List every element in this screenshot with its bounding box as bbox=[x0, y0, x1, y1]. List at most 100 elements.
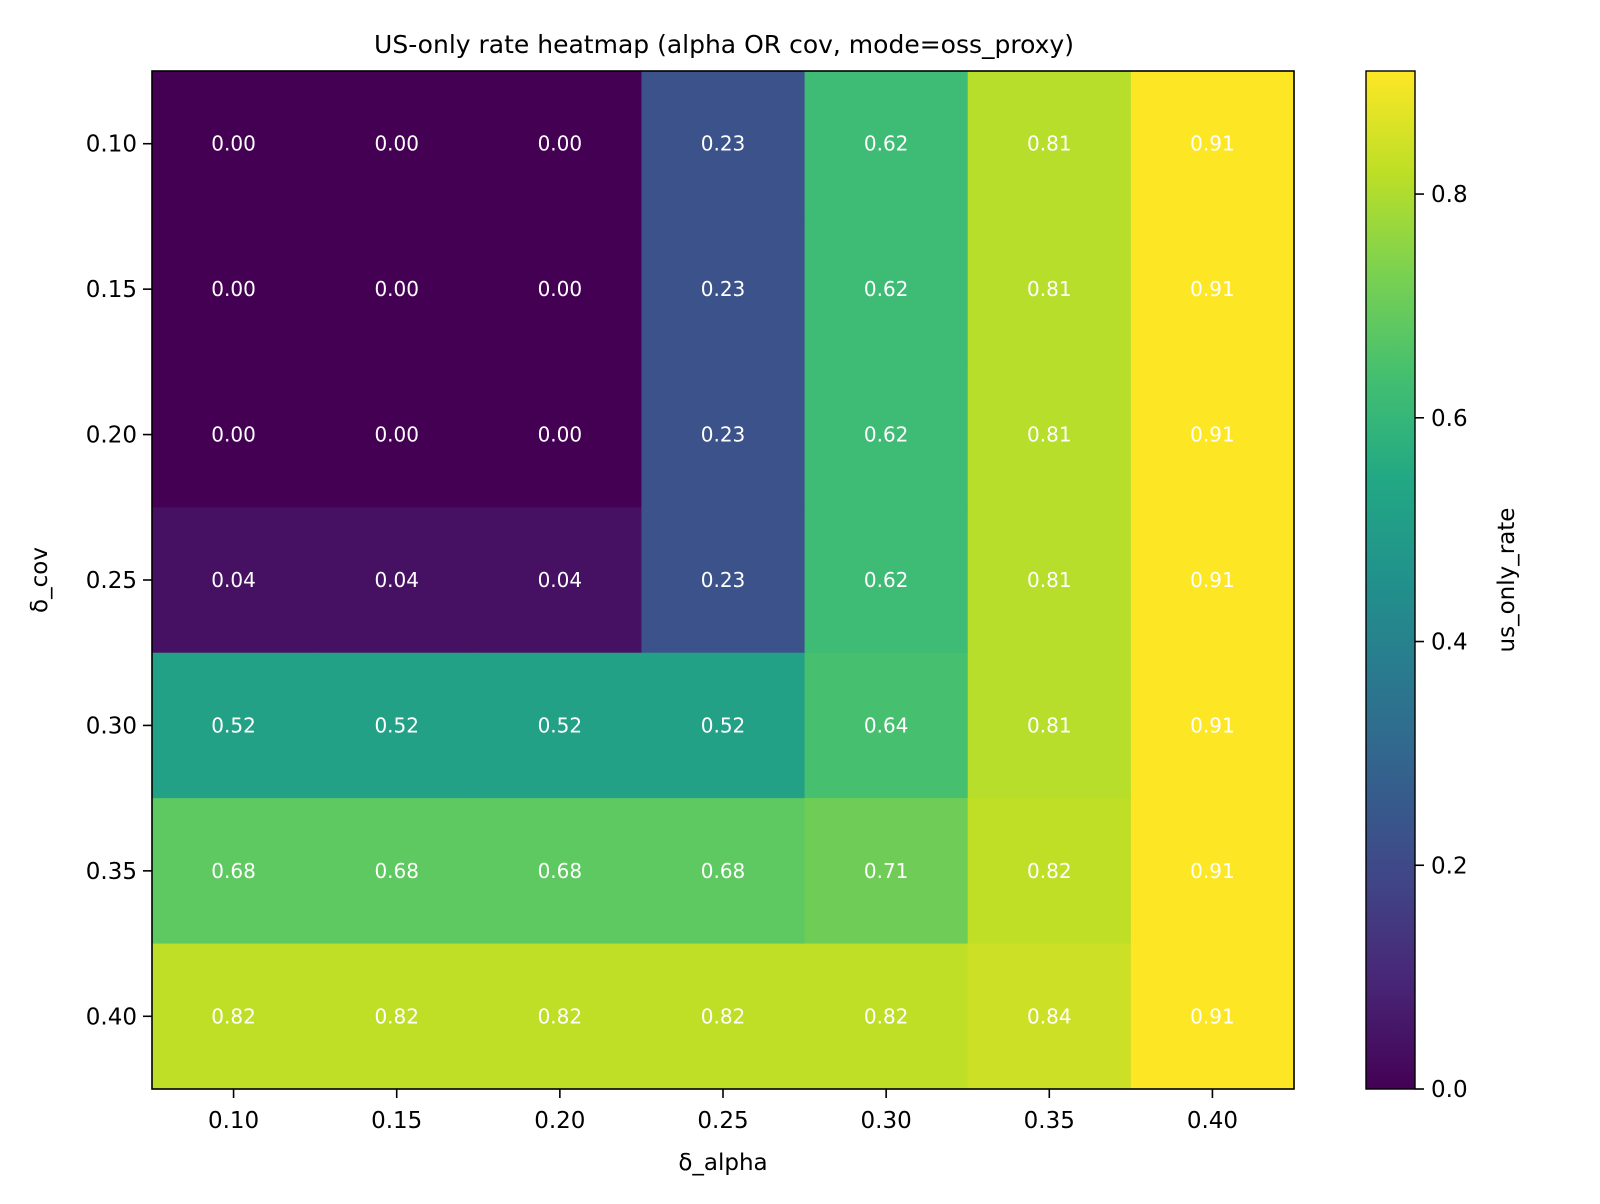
colorbar bbox=[1365, 70, 1416, 1090]
heatmap-cell bbox=[804, 361, 969, 508]
cell-value-label: 0.82 bbox=[1027, 859, 1072, 883]
cell-value-label: 0.00 bbox=[538, 423, 583, 447]
cell-value-label: 0.52 bbox=[538, 713, 583, 737]
cell-value-label: 0.91 bbox=[1190, 423, 1235, 447]
heatmap-cell bbox=[804, 652, 969, 799]
y-tick-label: 0.30 bbox=[86, 713, 137, 739]
cell-value-label: 0.68 bbox=[374, 859, 419, 883]
heatmap-cell bbox=[478, 216, 643, 363]
heatmap-cell bbox=[152, 361, 316, 508]
heatmap-cell bbox=[152, 798, 316, 945]
heatmap-cell bbox=[152, 943, 316, 1090]
cell-value-label: 0.82 bbox=[374, 1004, 419, 1028]
y-axis-label: δ_cov bbox=[27, 547, 53, 613]
x-tick-label: 0.30 bbox=[861, 1108, 912, 1134]
heatmap-cell bbox=[152, 71, 316, 218]
heatmap-cell bbox=[478, 943, 643, 1090]
cell-value-label: 0.82 bbox=[864, 1004, 909, 1028]
cell-value-label: 0.04 bbox=[374, 568, 419, 592]
colorbar-tick-label: 0.8 bbox=[1431, 182, 1468, 208]
heatmap-cell bbox=[641, 943, 806, 1090]
heatmap-cell bbox=[478, 507, 643, 654]
y-tick-label: 0.20 bbox=[86, 423, 137, 449]
cell-value-label: 0.62 bbox=[864, 568, 909, 592]
heatmap-cell bbox=[315, 652, 479, 799]
heatmap-cell bbox=[478, 652, 643, 799]
x-tick-label: 0.15 bbox=[371, 1108, 422, 1134]
chart-title: US-only rate heatmap (alpha OR cov, mode… bbox=[374, 30, 1074, 59]
cell-value-label: 0.68 bbox=[211, 859, 256, 883]
cell-value-label: 0.62 bbox=[864, 132, 909, 156]
cell-value-label: 0.81 bbox=[1027, 568, 1072, 592]
cell-value-label: 0.62 bbox=[864, 423, 909, 447]
x-tick-label: 0.25 bbox=[697, 1108, 748, 1134]
heatmap-cell bbox=[315, 943, 479, 1090]
cell-value-label: 0.00 bbox=[211, 423, 256, 447]
x-tick-label: 0.40 bbox=[1187, 1108, 1238, 1134]
cell-value-label: 0.91 bbox=[1190, 132, 1235, 156]
heatmap-cell bbox=[641, 71, 806, 218]
cell-value-label: 0.91 bbox=[1190, 277, 1235, 301]
x-tick-label: 0.20 bbox=[534, 1108, 585, 1134]
x-tick-label: 0.35 bbox=[1024, 1108, 1075, 1134]
y-tick-label: 0.35 bbox=[86, 859, 137, 885]
cell-value-label: 0.04 bbox=[211, 568, 256, 592]
colorbar-ticks: 0.0 0.2 0.4 0.6 0.8 bbox=[1415, 182, 1468, 1103]
cell-value-label: 0.81 bbox=[1027, 132, 1072, 156]
heatmap-cell bbox=[641, 652, 806, 799]
cell-value-label: 0.00 bbox=[374, 132, 419, 156]
colorbar-tick-label: 0.4 bbox=[1431, 630, 1468, 656]
colorbar-tick-label: 0.6 bbox=[1431, 406, 1468, 432]
y-axis-ticks: 0.10 0.15 0.20 0.25 0.30 0.35 0.40 bbox=[86, 132, 152, 1030]
heatmap-cell bbox=[967, 71, 1132, 218]
x-tick-label: 0.10 bbox=[208, 1108, 259, 1134]
y-tick-label: 0.25 bbox=[86, 568, 137, 594]
heatmap-cell bbox=[804, 71, 969, 218]
heatmap-cell bbox=[804, 943, 969, 1090]
cell-value-label: 0.00 bbox=[374, 423, 419, 447]
heatmap-cell bbox=[478, 71, 643, 218]
cell-value-label: 0.82 bbox=[701, 1004, 746, 1028]
cell-value-label: 0.00 bbox=[211, 132, 256, 156]
cell-value-label: 0.91 bbox=[1190, 713, 1235, 737]
heatmap-cells bbox=[152, 71, 1295, 1090]
heatmap-cell bbox=[152, 652, 316, 799]
cell-value-label: 0.81 bbox=[1027, 423, 1072, 447]
heatmap-cell bbox=[967, 361, 1132, 508]
heatmap-cell bbox=[641, 216, 806, 363]
cell-value-label: 0.91 bbox=[1190, 1004, 1235, 1028]
heatmap-cell bbox=[1130, 943, 1295, 1090]
x-axis-label: δ_alpha bbox=[678, 1150, 767, 1176]
heatmap-cell bbox=[315, 798, 479, 945]
cell-value-label: 0.81 bbox=[1027, 713, 1072, 737]
heatmap-cell bbox=[967, 652, 1132, 799]
heatmap-cell bbox=[804, 216, 969, 363]
cell-value-label: 0.84 bbox=[1027, 1004, 1072, 1028]
heatmap-cell bbox=[478, 798, 643, 945]
heatmap-cell bbox=[1130, 507, 1295, 654]
colorbar-label: us_only_rate bbox=[1494, 508, 1520, 653]
heatmap-cell bbox=[804, 507, 969, 654]
heatmap-cell bbox=[1130, 361, 1295, 508]
colorbar-tick-label: 0.0 bbox=[1431, 1077, 1468, 1103]
cell-value-label: 0.00 bbox=[211, 277, 256, 301]
cell-value-label: 0.82 bbox=[211, 1004, 256, 1028]
cell-value-label: 0.04 bbox=[538, 568, 583, 592]
cell-value-label: 0.23 bbox=[701, 568, 746, 592]
cell-value-label: 0.71 bbox=[864, 859, 909, 883]
heatmap-cell-labels: 0.00 0.00 0.00 0.23 0.62 0.81 0.91 0.00 0.00 0.00… bbox=[211, 132, 1234, 1029]
cell-value-label: 0.91 bbox=[1190, 859, 1235, 883]
cell-value-label: 0.91 bbox=[1190, 568, 1235, 592]
heatmap-cell bbox=[967, 798, 1132, 945]
cell-value-label: 0.62 bbox=[864, 277, 909, 301]
heatmap-cell bbox=[315, 216, 479, 363]
heatmap-cell bbox=[967, 943, 1132, 1090]
heatmap-cell bbox=[152, 507, 316, 654]
heatmap-cell bbox=[967, 216, 1132, 363]
cell-value-label: 0.52 bbox=[374, 713, 419, 737]
cell-value-label: 0.00 bbox=[538, 132, 583, 156]
heatmap-cell bbox=[641, 507, 806, 654]
cell-value-label: 0.82 bbox=[538, 1004, 583, 1028]
cell-value-label: 0.00 bbox=[374, 277, 419, 301]
